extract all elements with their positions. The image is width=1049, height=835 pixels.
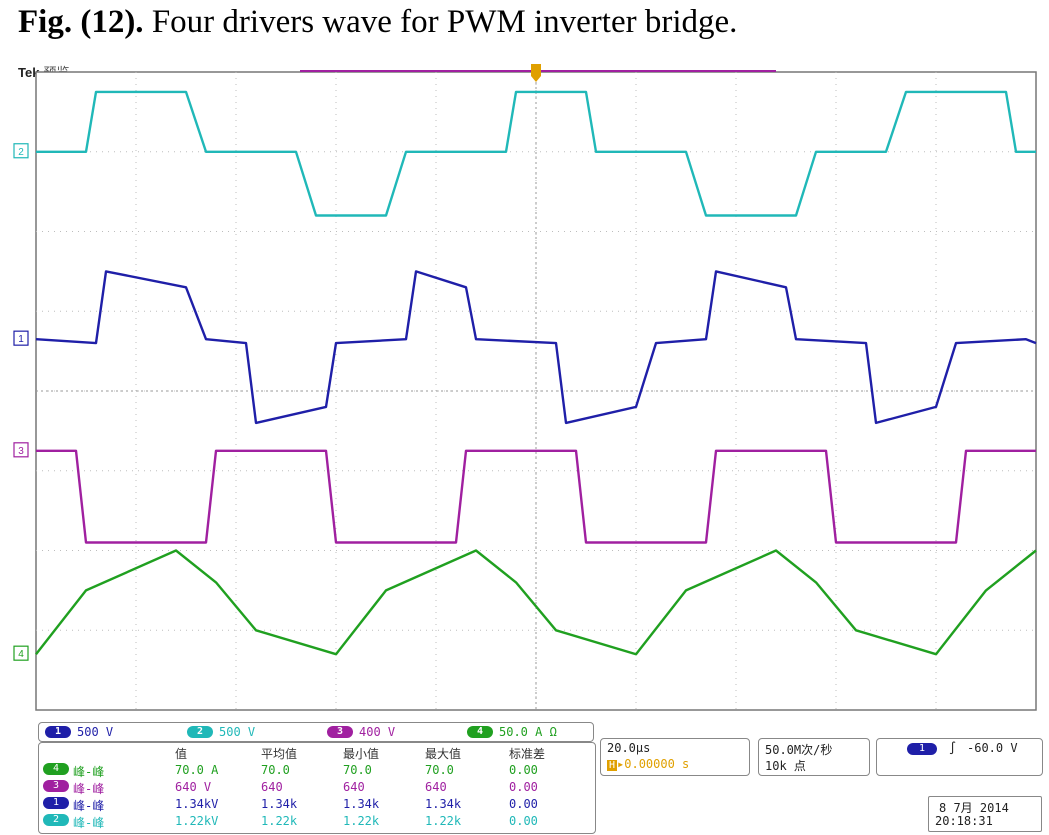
caption-text: Four drivers wave for PWM inverter bridg… [143, 4, 738, 40]
ch2-scale[interactable]: 2 500 V [187, 725, 255, 739]
row-min: 70.0 [343, 763, 372, 777]
ch1-marker-box [13, 330, 29, 346]
row-channel-badge: 4 [43, 763, 69, 775]
row-label: 峰-峰 [73, 782, 105, 796]
row-label: 峰-峰 [73, 816, 105, 830]
graticule [35, 64, 1037, 711]
row-value: 1.22kV [175, 814, 219, 828]
row-mean: 1.34k [261, 797, 298, 811]
col-header-value: 值 [175, 747, 188, 761]
ch3-ground-marker: 3 [13, 442, 29, 458]
waveform-traces [35, 90, 1037, 656]
ch2-scale-value: 500 V [219, 725, 256, 739]
row-max: 640 [425, 780, 447, 794]
row-mean: 1.22k [261, 814, 298, 828]
row-label: 峰-峰 [73, 765, 105, 779]
row-label: 峰-峰 [73, 799, 105, 813]
caption-label: Fig. (12). [18, 4, 144, 40]
date-display: 8 7月 2014 [939, 801, 1009, 815]
ch2-marker-label: 2 [18, 147, 24, 158]
table-row: 3 峰-峰 640 V 640 640 640 0.00 [39, 780, 595, 796]
time-display: 20:18:31 [935, 814, 993, 828]
row-min: 1.22k [343, 814, 380, 828]
ch1-badge: 1 [45, 726, 71, 738]
delay-marker-icon: H [607, 760, 618, 771]
acquisition-panel[interactable]: 50.0M次/秒 10k 点 [758, 738, 870, 776]
ch4-ground-marker: 4 [13, 645, 29, 661]
trigger-slope-icon: ∫ [949, 741, 957, 755]
ch4-scale-value: 50.0 A Ω [499, 725, 557, 739]
ch1-marker-label: 1 [18, 334, 24, 345]
ch4-marker-box [13, 645, 29, 661]
figure-caption: Fig. (12). Four drivers wave for PWM inv… [18, 4, 737, 41]
ch4-badge: 4 [467, 726, 493, 738]
row-std: 0.00 [509, 797, 538, 811]
col-header-mean: 平均值 [261, 747, 298, 761]
row-max: 1.22k [425, 814, 462, 828]
row-min: 640 [343, 780, 365, 794]
record-length: 10k 点 [765, 759, 806, 773]
row-min: 1.34k [343, 797, 380, 811]
row-channel-badge: 1 [43, 797, 69, 809]
trace-ch2 [36, 90, 1036, 217]
ch3-scale-value: 400 V [359, 725, 396, 739]
timebase-delay: H ▸0.00000 s [607, 757, 689, 771]
row-mean: 70.0 [261, 763, 290, 777]
ch2-marker-box [13, 143, 29, 159]
timebase-scale: 20.0μs [607, 741, 651, 755]
row-mean: 640 [261, 780, 283, 794]
row-std: 0.00 [509, 763, 538, 777]
sample-rate: 50.0M次/秒 [765, 743, 833, 757]
scope-display: 2 1 3 4 [13, 64, 1037, 711]
channel-markers: 2 1 3 4 [13, 143, 29, 661]
ch2-ground-marker: 2 [13, 143, 29, 159]
trigger-position-marker [531, 64, 541, 82]
row-channel-badge: 2 [43, 814, 69, 826]
trace-ch4 [35, 549, 1037, 656]
ch1-scale-value: 500 V [77, 725, 114, 739]
ch3-marker-box [13, 442, 29, 458]
row-max: 70.0 [425, 763, 454, 777]
ch1-scale[interactable]: 1 500 V [45, 725, 113, 739]
datetime-panel: 8 7月 2014 20:18:31 [928, 796, 1042, 832]
trigger-level: -60.0 V [967, 741, 1018, 755]
ch2-badge: 2 [187, 726, 213, 738]
row-value: 1.34kV [175, 797, 219, 811]
ch1-ground-marker: 1 [13, 330, 29, 346]
trace-ch1 [35, 270, 1037, 425]
ch3-scale[interactable]: 3 400 V [327, 725, 395, 739]
ch4-marker-label: 4 [18, 649, 24, 660]
row-value: 640 V [175, 780, 212, 794]
trigger-source-badge: 1 [907, 743, 937, 755]
ch3-marker-label: 3 [18, 446, 24, 457]
table-row: 4 峰-峰 70.0 A 70.0 70.0 70.0 0.00 [39, 763, 595, 779]
trigger-panel[interactable]: 1 ∫ -60.0 V [876, 738, 1043, 776]
row-max: 1.34k [425, 797, 462, 811]
trace-ch3 [36, 449, 1036, 544]
timebase-panel[interactable]: 20.0μs H ▸0.00000 s [600, 738, 750, 776]
brand-name: Tek [18, 65, 40, 80]
measurement-table: 值 平均值 最小值 最大值 标准差 4 峰-峰 70.0 A 70.0 70.0… [38, 742, 596, 834]
row-std: 0.00 [509, 780, 538, 794]
ch4-scale[interactable]: 4 50.0 A Ω [467, 725, 557, 739]
table-row: 2 峰-峰 1.22kV 1.22k 1.22k 1.22k 0.00 [39, 814, 595, 830]
col-header-std: 标准差 [509, 747, 546, 761]
row-value: 70.0 A [175, 763, 219, 777]
table-row: 1 峰-峰 1.34kV 1.34k 1.34k 1.34k 0.00 [39, 797, 595, 813]
channel-scale-bar: 1 500 V 2 500 V 3 400 V 4 50.0 A Ω [38, 722, 594, 742]
row-std: 0.00 [509, 814, 538, 828]
col-header-min: 最小值 [343, 747, 380, 761]
col-header-max: 最大值 [425, 747, 462, 761]
delay-value: ▸0.00000 s [617, 757, 690, 771]
row-channel-badge: 3 [43, 780, 69, 792]
ch3-badge: 3 [327, 726, 353, 738]
